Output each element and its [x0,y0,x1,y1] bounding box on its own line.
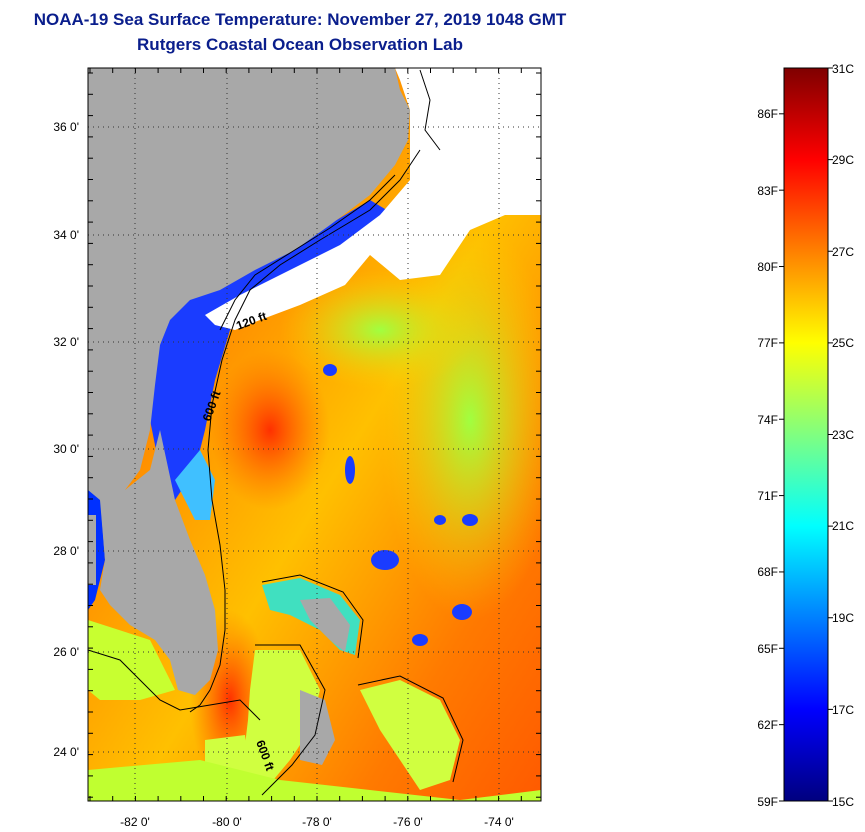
exuma-bank [360,680,460,790]
longitude-labels: -82 0' -80 0' -78 0' -76 0' -74 0' [120,815,514,829]
gulf-stream-core [210,350,330,510]
colorbar-fahrenheit-labels: 86F 83F 80F 77F 74F 71F 68F 65F 62F 59F [757,107,778,809]
colorbar-ticks [779,67,833,802]
great-bahama-bank [242,650,320,800]
latitude-labels: 36 0' 34 0' 32 0' 30 0' 28 0' 26 0' 24 0… [53,120,79,759]
us-mainland [88,68,410,490]
lat-label: 24 0' [53,745,79,759]
lon-label: -76 0' [393,815,423,829]
lat-label: 34 0' [53,228,79,242]
grand-bahama-island [300,598,350,652]
map-subtitle: Rutgers Coastal Ocean Observation Lab [137,35,463,54]
celsius-label: 15C [832,795,854,809]
lat-label: 26 0' [53,645,79,659]
cool-nearshore-water [175,450,215,520]
lon-label: -80 0' [212,815,242,829]
lat-label: 36 0' [53,120,79,134]
colorbar-scale [783,67,829,802]
celsius-label: 21C [832,519,854,533]
gulf-coast-land [88,515,96,585]
map-frame [87,67,542,802]
fahrenheit-label: 65F [757,642,778,656]
celsius-label: 19C [832,611,854,625]
lon-label: -74 0' [484,815,514,829]
cooler-water-north [280,270,480,390]
map-title: NOAA-19 Sea Surface Temperature: Novembe… [33,10,567,29]
axis-ticks [88,68,541,801]
fahrenheit-label: 62F [757,718,778,732]
fahrenheit-label: 68F [757,565,778,579]
lat-label: 30 0' [53,442,79,456]
cloud-mask [205,68,541,330]
lon-label: -82 0' [120,815,150,829]
colorbar-celsius-labels: 31C 29C 27C 25C 23C 21C 19C 17C 15C [832,62,854,809]
fahrenheit-label: 83F [757,184,778,198]
fahrenheit-label: 80F [757,260,778,274]
celsius-label: 31C [832,62,854,76]
celsius-label: 25C [832,336,854,350]
graticule [88,68,541,801]
fahrenheit-label: 59F [757,795,778,809]
fahrenheit-label: 71F [757,489,778,503]
lat-label: 32 0' [53,335,79,349]
fahrenheit-label: 86F [757,107,778,121]
cuba-shelf [88,760,541,801]
andros-island [300,690,335,765]
celsius-label: 29C [832,153,854,167]
lat-label: 28 0' [53,544,79,558]
gulf-warm-shelf [88,620,175,700]
lon-label: -78 0' [302,815,332,829]
fahrenheit-label: 74F [757,413,778,427]
celsius-label: 23C [832,428,854,442]
celsius-label: 17C [832,703,854,717]
fahrenheit-label: 77F [757,336,778,350]
florida-peninsula [88,430,218,695]
celsius-label: 27C [832,245,854,259]
